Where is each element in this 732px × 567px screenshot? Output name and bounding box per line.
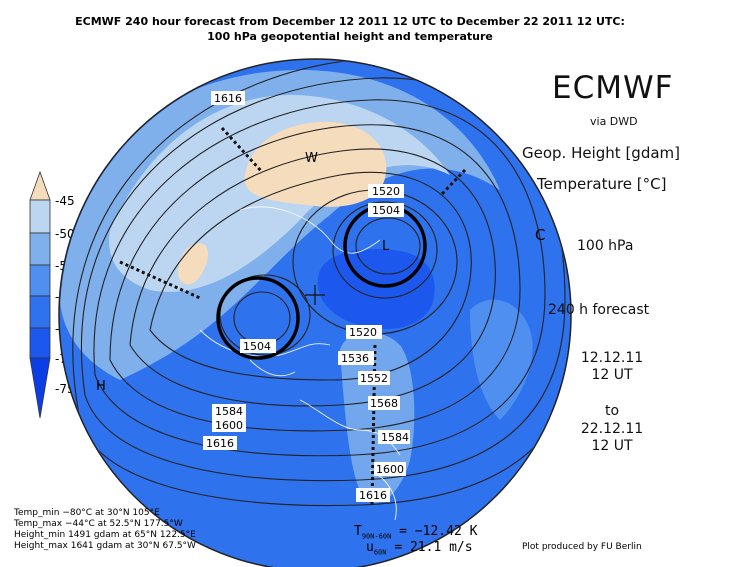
colorbar-seg-2 — [29, 232, 51, 266]
colorbar-seg-3 — [29, 264, 51, 297]
wind-index-sub: 60N — [373, 548, 387, 557]
colorbar-seg-5 — [29, 327, 51, 359]
temp-max: Temp_max −44°C at 52.5°N 177.5°W — [14, 519, 183, 529]
dotted-line-ne — [438, 168, 467, 198]
credit: Plot produced by FU Berlin — [522, 542, 642, 552]
dotted-line-w — [119, 260, 201, 300]
temp-index-value: = −12.42 K — [399, 524, 478, 539]
contour-labels: 1616 1520 1504 1504 1520 1536 1552 1568 … — [203, 91, 410, 502]
contour-1552 — [129, 148, 496, 407]
height-max: Height_max 1641 gdam at 30°N 67.5°W — [14, 541, 196, 551]
colorbar-bottom-tip — [29, 357, 51, 419]
contour-1584 — [93, 99, 546, 457]
contour-label-1600-e: 1600 — [376, 463, 404, 476]
high-edge-marker: H — [96, 379, 106, 394]
globe — [58, 58, 572, 567]
temperature-label: Temperature [°C] — [537, 175, 667, 193]
contour-label-1600-w: 1600 — [215, 419, 243, 432]
wind-index-value: = 21.1 m/s — [394, 540, 473, 555]
contour-label-1584-w: 1584 — [215, 405, 243, 418]
colorbar-top-tip — [29, 170, 51, 201]
contour-label-1568: 1568 — [370, 397, 398, 410]
colorbar-label-1: -45 — [55, 194, 75, 208]
cold-edge-marker: C — [535, 226, 545, 244]
contour-1600 — [80, 77, 566, 482]
contour-label-1616-e: 1616 — [359, 489, 387, 502]
init-date: 12.12.11 — [580, 350, 644, 366]
to-label: to — [604, 403, 620, 419]
temp-min: Temp_min −80°C at 30°N 105°E — [14, 508, 160, 518]
height-min: Height_min 1491 gdam at 65°N 122.5°E — [14, 530, 196, 540]
dotted-line-nw — [220, 126, 264, 174]
temp-index-sub: 90N-60N — [361, 532, 392, 541]
warm-marker: W — [305, 151, 318, 166]
coastline-americas — [199, 329, 331, 357]
contour-label-1584-e: 1584 — [381, 431, 409, 444]
pole-marker — [305, 285, 325, 305]
warm-pool-small — [177, 242, 209, 285]
contour-1568 — [109, 124, 521, 432]
contour-label-1536: 1536 — [341, 352, 369, 365]
contour-label-1504-n: 1504 — [372, 204, 400, 217]
colorbar-seg-4 — [29, 295, 51, 329]
temp-index: T90N-60N = −12.42 K — [354, 524, 477, 541]
init-time: 12 UT — [591, 367, 633, 383]
contour-low2-2 — [219, 274, 311, 356]
warm-pool — [244, 121, 387, 207]
pressure-level: 100 hPa — [577, 238, 634, 254]
valid-date: 22.12.11 — [580, 421, 644, 437]
contour-label-1520-n: 1520 — [372, 185, 400, 198]
contour-1536 — [149, 171, 472, 381]
colorbar-label-2: -50 — [55, 227, 75, 241]
low-highlight-circle-2 — [216, 276, 300, 360]
colorbar-seg-1 — [29, 199, 51, 234]
forecast-range: 240 h forecast — [548, 302, 650, 318]
geop-height-label: Geop. Height [gdam] — [522, 144, 680, 162]
contour-label-1616-sw: 1616 — [206, 437, 234, 450]
contour-label-1552: 1552 — [360, 372, 388, 385]
contour-low-inner — [355, 217, 421, 275]
stats-block: Temp_min −80°C at 30°N 105°E Temp_max −4… — [14, 508, 196, 552]
ecmwf-logo: ECMWF — [552, 70, 674, 106]
via-label: via DWD — [590, 115, 638, 128]
valid-time: 12 UT — [591, 438, 633, 454]
title-line-1: ECMWF 240 hour forecast from December 12… — [75, 15, 625, 28]
coastline-asia — [239, 206, 381, 254]
contour-label-1520-s: 1520 — [349, 326, 377, 339]
wind-index-label: u — [366, 540, 374, 555]
contour-1616 — [72, 60, 570, 507]
wind-index: u60N = 21.1 m/s — [366, 540, 473, 557]
contour-low-2 — [332, 201, 438, 299]
temp-index-label: T — [354, 524, 362, 539]
low-marker: L — [382, 239, 390, 254]
title-line-2: 100 hPa geopotential height and temperat… — [207, 30, 493, 43]
chart-title: ECMWF 240 hour forecast from December 12… — [0, 14, 700, 44]
contour-label-1504-w: 1504 — [243, 340, 271, 353]
contour-label-1616-nw: 1616 — [214, 92, 242, 105]
coastline-greenland — [249, 359, 296, 377]
